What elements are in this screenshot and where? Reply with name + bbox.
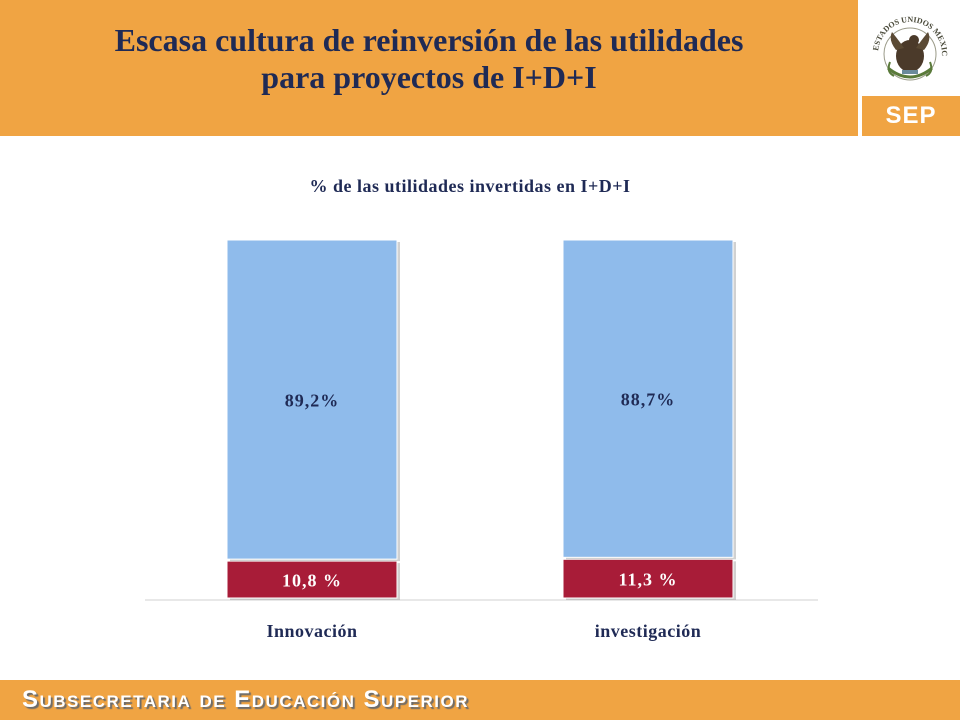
sep-logo: SEP (862, 96, 960, 136)
category-label: investigación (595, 621, 702, 641)
footer-banner: Subsecretaria de Educación Superior (0, 680, 960, 720)
data-label: 89,2% (285, 391, 340, 411)
header-banner: Escasa cultura de reinversión de las uti… (0, 0, 858, 136)
page-title: Escasa cultura de reinversión de las uti… (20, 22, 838, 96)
page-title-line-1: Escasa cultura de reinversión de las uti… (114, 22, 744, 58)
bar-segment-invertido-1 (226, 560, 398, 599)
data-label: 88,7% (621, 390, 676, 410)
footer-text: Subsecretaria de Educación Superior (22, 686, 470, 713)
national-seal-icon: ESTADOS UNIDOS MEXICANOS (866, 2, 949, 81)
page-title-line-2: para proyectos de I+D+I (261, 59, 597, 95)
bar-segment-no-invertido-1 (226, 239, 398, 560)
bar-segment-no-invertido-2 (562, 239, 734, 558)
data-label: 11,3 % (618, 570, 677, 590)
data-label: 10,8 % (282, 571, 342, 591)
chart-title: % de las utilidades invertidas en I+D+I (309, 176, 631, 196)
bar-segment-invertido-2 (562, 558, 734, 599)
category-label: Innovación (266, 621, 357, 641)
